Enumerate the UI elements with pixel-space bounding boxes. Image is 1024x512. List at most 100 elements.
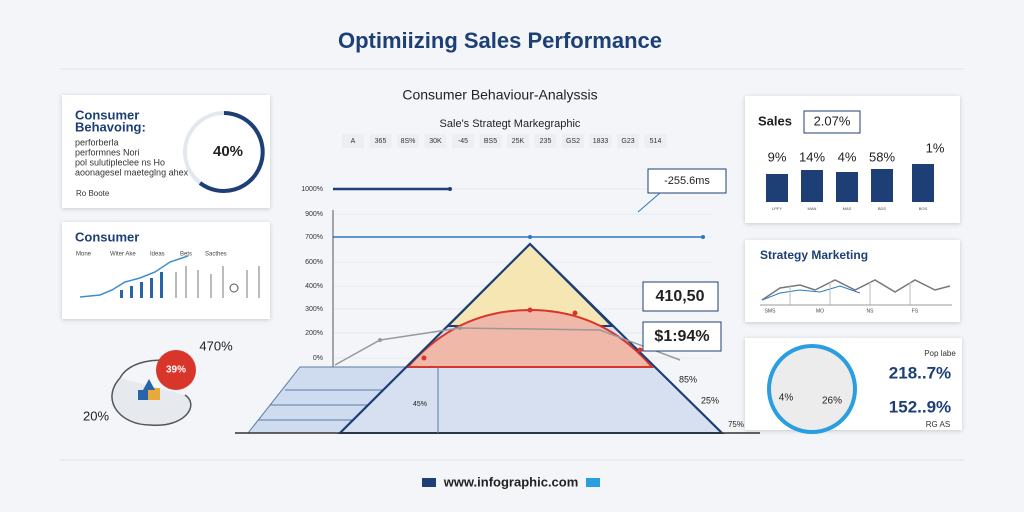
chart-label: 75% <box>728 420 744 429</box>
card-note: Pop labe <box>924 349 956 358</box>
tag-box <box>479 134 502 148</box>
chart-caption: NS <box>867 308 875 314</box>
bar <box>871 169 893 202</box>
chart-caption: SMS <box>765 308 777 314</box>
tag: A <box>351 138 356 145</box>
bar <box>766 174 788 202</box>
tag: 235 <box>540 138 552 145</box>
tag: G23 <box>621 138 634 145</box>
chart-caption: MO <box>816 308 824 314</box>
card-line: aoonagesel maeteglng ahex <box>75 167 189 177</box>
bubble-badge: 39% <box>166 365 186 376</box>
donut-ring <box>767 344 857 434</box>
card-line: perforberla <box>75 137 119 147</box>
card-label: Witer Ake <box>110 252 136 258</box>
card-title: Strategy Marketing <box>760 248 868 262</box>
bar <box>801 170 823 202</box>
tag: 25K <box>512 138 525 145</box>
axis-label: 0% <box>313 355 323 362</box>
tag-box <box>452 134 474 148</box>
card-title: Consumer <box>75 107 139 122</box>
card-note: RG AS <box>926 420 950 429</box>
bar-label: 9% <box>768 149 787 164</box>
consumer-card <box>62 222 270 319</box>
axis-label: 300% <box>305 306 323 313</box>
tag-box <box>507 134 529 148</box>
bar-label: 14% <box>799 149 825 164</box>
strategy-line <box>760 279 952 306</box>
callout: -255.6ms <box>664 175 710 187</box>
bar-caption: BOS <box>919 206 928 211</box>
tag-box <box>534 134 557 148</box>
tag-box <box>617 134 639 148</box>
pyramid <box>235 187 760 434</box>
tag: GS2 <box>566 138 580 145</box>
card-label: Ideas <box>150 252 165 258</box>
bar <box>912 164 934 202</box>
strategy-card <box>745 240 960 322</box>
chart-label: 45% <box>413 401 427 408</box>
axis-label: 200% <box>305 330 323 337</box>
card-line: pol sulutipleclee ns Ho <box>75 157 165 167</box>
tag: -45 <box>458 138 468 145</box>
card-label: Bets <box>180 252 192 258</box>
card-title: Consumer <box>75 229 139 244</box>
chart-label: 85% <box>679 374 697 384</box>
tag-box <box>644 134 667 148</box>
tag: 8S% <box>401 138 416 145</box>
gauge-label: 40% <box>213 143 243 160</box>
callout: 410,50 <box>656 288 705 305</box>
footer-square <box>586 478 600 487</box>
bar-caption: MAN <box>808 206 817 211</box>
tag: 30K <box>429 138 442 145</box>
subtitle: Consumer Behaviour-Analyssis <box>402 87 597 103</box>
tag-box <box>589 134 612 148</box>
bar-label: 4% <box>838 149 857 164</box>
chart-caption: FS <box>912 308 919 314</box>
bar-label: 58% <box>869 149 895 164</box>
tag: 365 <box>375 138 387 145</box>
callout-box <box>642 281 719 312</box>
bubble-diagram <box>111 350 196 426</box>
stat-value: 218..7% <box>889 363 951 382</box>
badge-box <box>803 110 861 134</box>
callout-pointer <box>637 192 661 213</box>
tag-box <box>562 134 584 148</box>
callout-box <box>642 321 722 352</box>
gauge-arc <box>198 111 265 193</box>
donut-label: 4% <box>779 393 794 404</box>
bar-caption: BDS <box>878 206 887 211</box>
callout-box <box>647 168 727 194</box>
axis-label: 1000% <box>301 186 323 193</box>
tag: 514 <box>650 138 662 145</box>
card-line: performnes Nori <box>75 147 140 157</box>
footer-url: www.infographic.com <box>443 474 579 489</box>
card-label: Mone <box>76 252 92 258</box>
axis-label: 900% <box>305 211 323 218</box>
card-title: Behavoing: <box>75 119 146 134</box>
page-title: Optimiizing Sales Performance <box>338 28 662 53</box>
bar-caption: LPFY <box>772 206 782 211</box>
callout: $1:94% <box>654 328 709 345</box>
bar-caption: MAS <box>843 206 852 211</box>
card-note: Ro Boote <box>76 189 110 198</box>
tag-box <box>369 134 392 148</box>
footer-square <box>422 478 436 487</box>
card-title: Sales <box>758 113 792 128</box>
bubble-label: 470% <box>199 338 233 353</box>
mini-chart <box>79 255 260 298</box>
tag-box <box>342 134 364 148</box>
card-label: Sacthes <box>205 252 227 258</box>
caption: Sale's Strategt Markegraphic <box>440 118 581 130</box>
chart-label: 25% <box>701 395 719 405</box>
bar <box>836 172 858 202</box>
bubble-label: 20% <box>83 408 109 423</box>
donut-label: 26% <box>822 396 842 407</box>
axis-label: 700% <box>305 234 323 241</box>
stat-value: 152..9% <box>889 397 951 416</box>
tag-box <box>424 134 447 148</box>
tag: 1833 <box>593 138 609 145</box>
badge: 2.07% <box>814 113 851 128</box>
bar-label: 1% <box>926 140 945 155</box>
